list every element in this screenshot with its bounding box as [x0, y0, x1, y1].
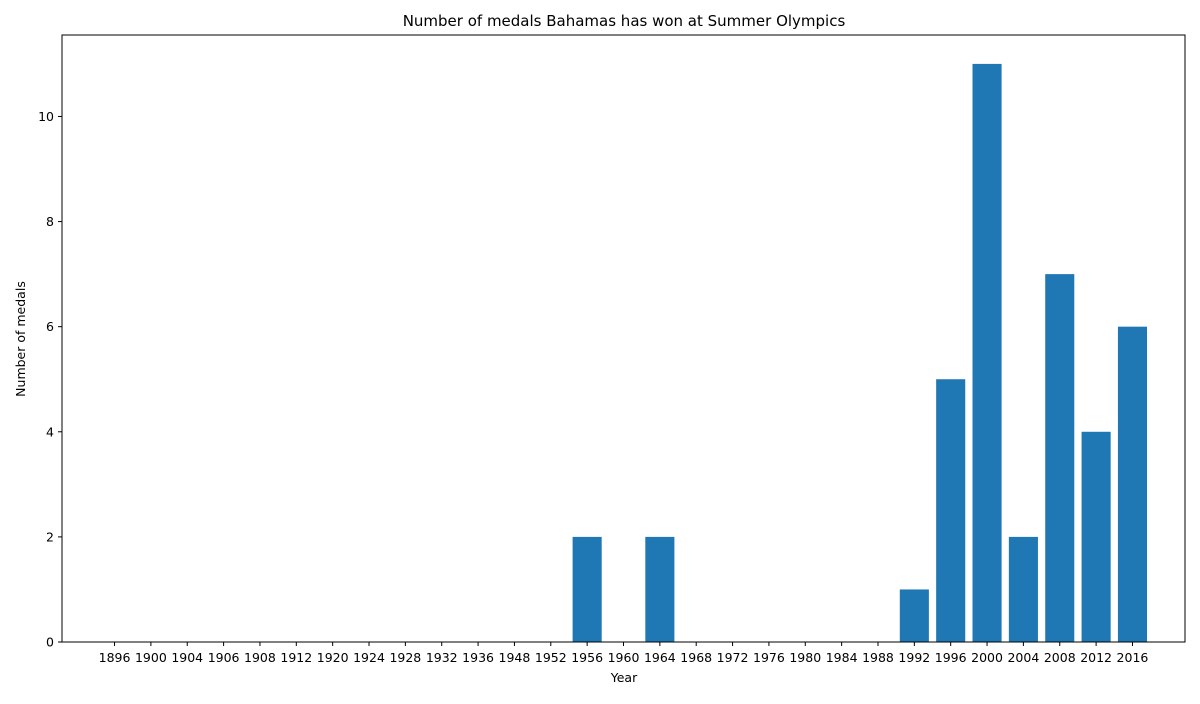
x-tick-label-1976: 1976 — [753, 650, 785, 665]
bar-2000 — [972, 63, 1002, 642]
x-tick-label-1906: 1906 — [208, 650, 240, 665]
y-axis: 0 2 4 6 8 10 — [38, 109, 62, 650]
x-tick-label-1984: 1984 — [826, 650, 858, 665]
bar-1992 — [899, 589, 929, 642]
x-tick-label-1908: 1908 — [244, 650, 276, 665]
x-tick-label-1992: 1992 — [898, 650, 930, 665]
x-tick-label-1932: 1932 — [426, 650, 458, 665]
y-tick-label-8: 8 — [46, 214, 54, 229]
x-tick-label-1952: 1952 — [535, 650, 567, 665]
x-tick-label-1972: 1972 — [717, 650, 749, 665]
x-tick-label-1928: 1928 — [389, 650, 421, 665]
x-tick-label-1912: 1912 — [280, 650, 312, 665]
x-tick-label-1924: 1924 — [353, 650, 385, 665]
x-tick-label-1920: 1920 — [317, 650, 349, 665]
x-tick-label-2008: 2008 — [1044, 650, 1076, 665]
y-tick-label-4: 4 — [46, 424, 54, 439]
bar-1956 — [572, 536, 602, 642]
y-tick-label-2: 2 — [46, 529, 54, 544]
x-tick-label-1996: 1996 — [935, 650, 967, 665]
bar-2008 — [1045, 274, 1075, 642]
x-tick-label-1896: 1896 — [99, 650, 131, 665]
x-tick-label-2012: 2012 — [1080, 650, 1112, 665]
x-tick-label-1964: 1964 — [644, 650, 676, 665]
x-tick-label-1980: 1980 — [789, 650, 821, 665]
y-tick-label-10: 10 — [38, 109, 54, 124]
y-tick-label-0: 0 — [46, 635, 54, 650]
x-axis: 1896 1900 1904 1906 1908 1912 1920 1924 1928 1932… — [99, 642, 1149, 665]
x-tick-label-1960: 1960 — [608, 650, 640, 665]
x-tick-label-1956: 1956 — [571, 650, 603, 665]
x-tick-label-2000: 2000 — [971, 650, 1003, 665]
x-tick-label-1936: 1936 — [462, 650, 494, 665]
x-tick-label-2016: 2016 — [1117, 650, 1149, 665]
x-tick-label-1900: 1900 — [135, 650, 167, 665]
x-tick-label-1968: 1968 — [680, 650, 712, 665]
x-tick-label-1904: 1904 — [171, 650, 203, 665]
x-tick-label-1988: 1988 — [862, 650, 894, 665]
bar-2012 — [1081, 431, 1111, 642]
bar-2016 — [1117, 326, 1148, 642]
y-axis-label: Number of medals — [13, 281, 28, 397]
x-axis-label: Year — [610, 670, 638, 685]
y-tick-label-6: 6 — [46, 319, 54, 334]
bar-1964 — [645, 536, 675, 642]
bar-1996 — [936, 379, 966, 642]
x-tick-label-2004: 2004 — [1007, 650, 1039, 665]
bars-group — [572, 63, 1148, 642]
x-tick-label-1948: 1948 — [499, 650, 531, 665]
bar-2004 — [1008, 536, 1038, 642]
chart-title: Number of medals Bahamas has won at Summ… — [403, 12, 846, 30]
